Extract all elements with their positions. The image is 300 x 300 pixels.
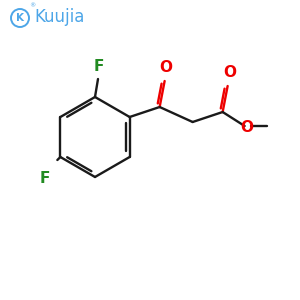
Text: Kuujia: Kuujia bbox=[34, 8, 84, 26]
Text: ®: ® bbox=[29, 4, 35, 8]
Text: O: O bbox=[159, 60, 172, 75]
Text: O: O bbox=[240, 119, 253, 134]
Text: K: K bbox=[16, 13, 24, 23]
Text: O: O bbox=[223, 65, 236, 80]
Text: F: F bbox=[94, 59, 104, 74]
Text: F: F bbox=[39, 171, 50, 186]
